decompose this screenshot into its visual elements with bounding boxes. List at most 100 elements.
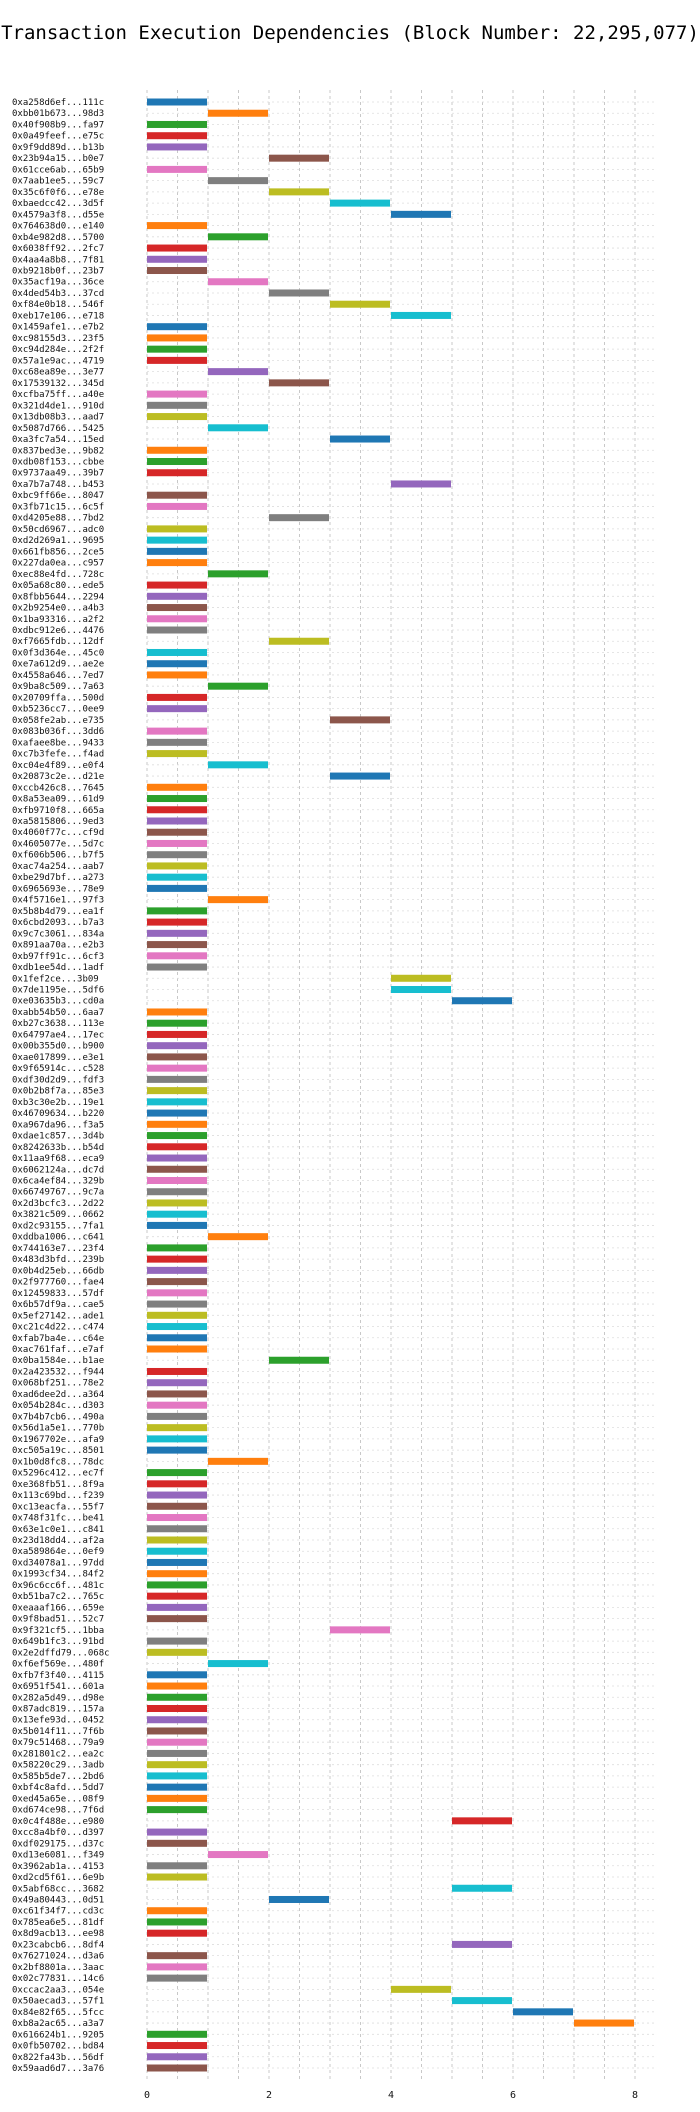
y-tick-label: 0x9f321cf5...1bba: [12, 1626, 104, 1636]
execution-bar: [147, 884, 207, 892]
execution-bar: [147, 165, 207, 173]
y-tick-label: 0x744163e7...23f4: [12, 1244, 104, 1254]
execution-bar: [147, 267, 207, 275]
execution-bar: [147, 1547, 207, 1555]
y-tick-label: 0x35c6f0f6...e78e: [12, 188, 104, 198]
execution-bar: [452, 1817, 512, 1825]
y-tick-label: 0x6038ff92...2fc7: [12, 244, 104, 254]
y-tick-label: 0x068bf251...78e2: [12, 1379, 104, 1389]
y-tick-label: 0x84e82f65...5fcc: [12, 2008, 104, 2018]
y-tick-label: 0x6951f541...601a: [12, 1682, 104, 1692]
execution-bar: [147, 1806, 207, 1814]
y-tick-label: 0x13efe93d...0452: [12, 1716, 104, 1726]
y-tick-label: 0x0a49feef...e75c: [12, 132, 104, 142]
execution-bar: [147, 952, 207, 960]
execution-bar: [147, 1558, 207, 1566]
execution-bar: [147, 1221, 207, 1229]
y-tick-label: 0xccac2aa3...054e: [12, 1985, 104, 1995]
y-tick-label: 0xa5815806...9ed3: [12, 817, 104, 827]
x-tick-label: 8: [632, 2090, 638, 2101]
execution-bar: [147, 457, 207, 465]
execution-bar: [269, 154, 329, 162]
y-tick-label: 0xeb17e106...e718: [12, 311, 104, 321]
execution-bar: [269, 188, 329, 196]
y-tick-label: 0xbb01b673...98d3: [12, 109, 104, 119]
y-tick-label: 0xdbc912e6...4476: [12, 626, 104, 636]
y-tick-label: 0xa258d6ef...111c: [12, 98, 104, 108]
execution-bar: [147, 244, 207, 252]
y-tick-label: 0x17539132...345d: [12, 379, 104, 389]
execution-bar: [147, 469, 207, 477]
execution-bar: [147, 1266, 207, 1274]
execution-bar: [147, 671, 207, 679]
y-tick-label: 0x8fbb5644...2294: [12, 592, 104, 602]
execution-bar: [147, 929, 207, 937]
execution-bar: [147, 1907, 207, 1915]
execution-bar: [147, 334, 207, 342]
execution-bar: [147, 828, 207, 836]
y-tick-label: 0x083b036f...3dd6: [12, 727, 104, 737]
y-tick-label: 0x616624b1...9205: [12, 2030, 104, 2040]
execution-bar: [147, 1480, 207, 1488]
y-tick-label: 0x50aecad3...57f1: [12, 1997, 104, 2007]
y-tick-label: 0xb5236cc7...0ee9: [12, 705, 104, 715]
y-tick-label: 0xc94d284e...2f2f: [12, 345, 104, 355]
execution-bar: [147, 143, 207, 151]
y-tick-label: 0xa967da96...f3a5: [12, 1120, 104, 1130]
execution-bar: [147, 1749, 207, 1757]
y-tick-label: 0x9737aa49...39b7: [12, 469, 104, 479]
y-tick-label: 0x282a5d49...d98e: [12, 1693, 104, 1703]
y-tick-label: 0x4060f77c...cf9d: [12, 828, 104, 838]
y-tick-label: 0xc13eacfa...55f7: [12, 1502, 104, 1512]
y-tick-label: 0xd13e6081...f349: [12, 1851, 104, 1861]
y-tick-label: 0x483d3bfd...239b: [12, 1255, 104, 1265]
y-tick-label: 0x63e1c0e1...c841: [12, 1525, 104, 1535]
y-tick-label: 0x4ded54b3...37cd: [12, 289, 104, 299]
execution-bar: [147, 1300, 207, 1308]
y-tick-label: 0x5b8b4d79...ea1f: [12, 907, 104, 917]
execution-bar: [391, 986, 451, 994]
execution-bar: [147, 2042, 207, 2050]
y-tick-label: 0xb27c3638...113e: [12, 1019, 104, 1029]
execution-bar: [147, 536, 207, 544]
execution-bar: [147, 1075, 207, 1083]
y-tick-label: 0xf7665fdb...12df: [12, 637, 104, 647]
y-tick-label: 0xfb7f3f40...4115: [12, 1671, 104, 1681]
y-tick-label: 0x2b9254e0...a4b3: [12, 604, 104, 614]
execution-bar: [147, 1064, 207, 1072]
execution-bar: [391, 974, 451, 982]
y-tick-label: 0x8a53ea09...61d9: [12, 795, 104, 805]
y-tick-label: 0x1ba93316...a2f2: [12, 615, 104, 625]
y-tick-label: 0x05a68c80...ede5: [12, 581, 104, 591]
y-tick-label: 0xad6dee2d...a364: [12, 1390, 104, 1400]
y-tick-label: 0x113c69bd...f239: [12, 1491, 104, 1501]
y-tick-label: 0x1967702e...afa9: [12, 1435, 104, 1445]
execution-bar: [147, 1828, 207, 1836]
execution-bar: [147, 132, 207, 140]
execution-bar: [330, 300, 390, 308]
y-tick-label: 0xd34078a1...97dd: [12, 1558, 104, 1568]
y-tick-label: 0x822fa43b...56df: [12, 2053, 104, 2063]
execution-bar: [147, 1705, 207, 1713]
y-tick-label: 0xa589864e...0ef9: [12, 1547, 104, 1557]
execution-bar: [147, 1042, 207, 1050]
y-tick-label: 0xd2cd5f61...6e9b: [12, 1873, 104, 1883]
y-tick-label: 0xc98155d3...23f5: [12, 334, 104, 344]
execution-bar: [147, 98, 207, 106]
y-tick-label: 0x13db08b3...aad7: [12, 413, 104, 423]
execution-bar: [147, 547, 207, 555]
y-tick-label: 0xfb9710f8...665a: [12, 806, 104, 816]
y-tick-label: 0x59aad6d7...3a76: [12, 2064, 104, 2074]
execution-bar: [147, 1525, 207, 1533]
execution-bar: [452, 1940, 512, 1948]
execution-bar: [147, 1491, 207, 1499]
execution-bar: [147, 648, 207, 656]
y-tick-label: 0xb8a2ac65...a3a7: [12, 2019, 104, 2029]
y-tick-label: 0x1fef2ce...3b09: [12, 974, 99, 984]
y-tick-label: 0x35acf19a...36ce: [12, 278, 104, 288]
execution-bar: [147, 1098, 207, 1106]
x-tick-label: 4: [388, 2090, 394, 2101]
y-tick-label: 0x661fb856...2ce5: [12, 547, 104, 557]
y-tick-label: 0x56d1a5e1...770b: [12, 1424, 104, 1434]
y-tick-label: 0x49a80443...0d51: [12, 1895, 104, 1905]
